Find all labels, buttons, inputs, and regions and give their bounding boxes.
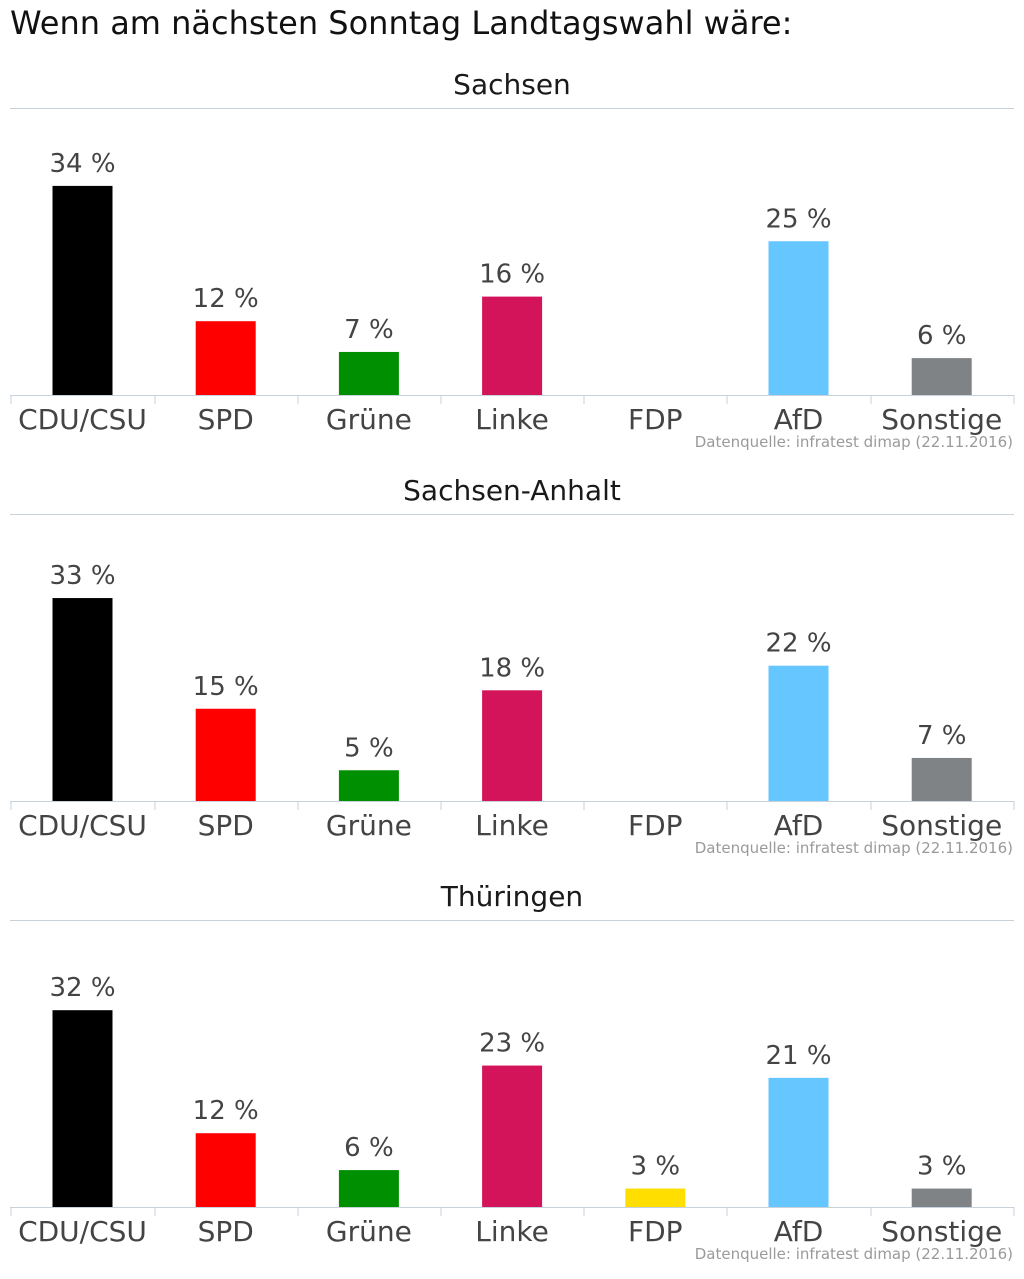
bar-afd (768, 241, 829, 395)
data-label-spd: 15 % (193, 672, 259, 702)
data-label-linke: 18 % (479, 653, 545, 683)
x-tick-label-fdp: FDP (628, 809, 683, 842)
bar-linke (482, 296, 543, 395)
data-label-gruene: 6 % (344, 1133, 394, 1163)
bar-sonstige (911, 1188, 972, 1207)
bar-fdp (625, 1188, 686, 1207)
bar-chart-sachsen-anhalt: 33 % CDU/CSU 15 % SPD 5 % Grüne 18 % Linke FDP 22… (10, 514, 1015, 842)
bar-afd (768, 1077, 829, 1207)
x-tick-label-spd: SPD (198, 1215, 254, 1248)
data-label-fdp: 3 % (631, 1152, 681, 1182)
data-source-note: Datenquelle: infratest dimap (22.11.2016… (694, 433, 1013, 451)
chart-title: Sachsen (453, 68, 571, 101)
x-tick-label-fdp: FDP (628, 403, 683, 436)
data-source-note: Datenquelle: infratest dimap (22.11.2016… (694, 1245, 1013, 1263)
bar-chart-sachsen: 34 % CDU/CSU 12 % SPD 7 % Grüne 16 % Linke FDP 25… (10, 108, 1015, 436)
chart-title: Thüringen (440, 880, 584, 913)
data-label-sonstige: 6 % (917, 321, 967, 351)
bar-linke (482, 690, 543, 801)
bar-gruene (338, 770, 399, 801)
x-tick-label-cdu-csu: CDU/CSU (18, 1215, 147, 1248)
data-label-linke: 23 % (479, 1029, 545, 1059)
bar-cdu-csu (52, 185, 113, 395)
chart-panel-sachsen-anhalt: Sachsen-Anhalt 33 % CDU/CSU 15 % SPD 5 % Grün… (0, 406, 1024, 857)
x-tick-label-spd: SPD (198, 403, 254, 436)
x-tick-label-afd: AfD (774, 403, 824, 436)
data-label-gruene: 7 % (344, 315, 394, 345)
x-tick-label-cdu-csu: CDU/CSU (18, 809, 147, 842)
chart-title: Sachsen-Anhalt (403, 474, 621, 507)
x-tick-label-afd: AfD (774, 1215, 824, 1248)
data-source-note: Datenquelle: infratest dimap (22.11.2016… (694, 839, 1013, 857)
data-label-cdu-csu: 33 % (49, 561, 115, 591)
data-label-spd: 12 % (193, 1096, 259, 1126)
data-label-sonstige: 3 % (917, 1152, 967, 1182)
bar-linke (482, 1065, 543, 1207)
data-label-sonstige: 7 % (917, 721, 967, 751)
data-label-linke: 16 % (479, 260, 545, 290)
bar-spd (195, 708, 256, 801)
x-tick-label-sonstige: Sonstige (881, 403, 1002, 436)
data-label-cdu-csu: 34 % (49, 149, 115, 179)
chart-panel-sachsen: Sachsen 34 % CDU/CSU 12 % SPD 7 % Grüne 16 % Li… (0, 0, 1024, 451)
bar-gruene (338, 1170, 399, 1207)
x-tick-label-linke: Linke (475, 809, 549, 842)
data-label-afd: 21 % (765, 1041, 831, 1071)
bar-chart-thueringen: 32 % CDU/CSU 12 % SPD 6 % Grüne 23 % Linke 3 % FD… (10, 920, 1015, 1248)
x-tick-label-sonstige: Sonstige (881, 809, 1002, 842)
data-label-afd: 22 % (765, 629, 831, 659)
chart-panel-thueringen: Thüringen 32 % CDU/CSU 12 % SPD 6 % Grüne 23 %… (0, 812, 1024, 1263)
data-label-gruene: 5 % (344, 733, 394, 763)
x-tick-label-gruene: Grüne (326, 809, 412, 842)
bar-spd (195, 321, 256, 395)
x-tick-label-gruene: Grüne (326, 403, 412, 436)
x-tick-label-spd: SPD (198, 809, 254, 842)
x-tick-label-linke: Linke (475, 403, 549, 436)
x-tick-label-fdp: FDP (628, 1215, 683, 1248)
bar-spd (195, 1133, 256, 1207)
data-label-afd: 25 % (765, 204, 831, 234)
x-tick-label-linke: Linke (475, 1215, 549, 1248)
x-tick-label-cdu-csu: CDU/CSU (18, 403, 147, 436)
bar-sonstige (911, 358, 972, 395)
x-tick-label-afd: AfD (774, 809, 824, 842)
chart-page-title: Wenn am nächsten Sonntag Landtagswahl wä… (10, 4, 793, 42)
data-label-spd: 12 % (193, 284, 259, 314)
bar-afd (768, 665, 829, 801)
bar-cdu-csu (52, 598, 113, 801)
bar-sonstige (911, 757, 972, 801)
x-tick-label-gruene: Grüne (326, 1215, 412, 1248)
bar-gruene (338, 351, 399, 395)
x-tick-label-sonstige: Sonstige (881, 1215, 1002, 1248)
data-label-cdu-csu: 32 % (49, 973, 115, 1003)
bar-cdu-csu (52, 1010, 113, 1207)
